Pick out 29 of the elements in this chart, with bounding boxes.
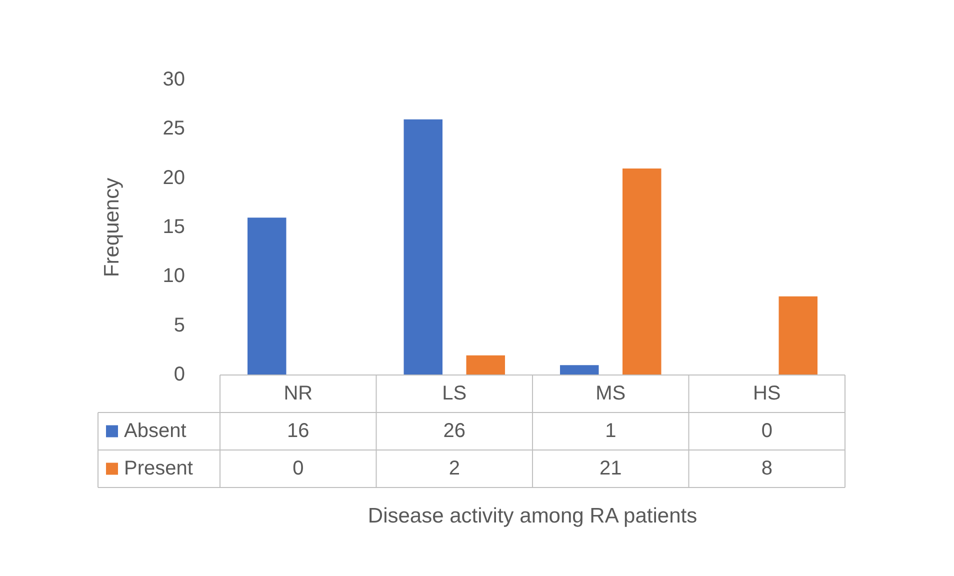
y-axis-title: Frequency [100, 177, 124, 278]
bar [560, 365, 599, 375]
bar [466, 355, 505, 375]
x-tick-label: HS [752, 382, 781, 404]
y-tick-label: 10 [162, 265, 185, 288]
data-label: 16 [287, 420, 310, 442]
data-label: 0 [292, 457, 304, 480]
x-tick-label: LS [442, 382, 467, 404]
y-tick-label: 15 [162, 216, 185, 238]
bar [404, 119, 442, 375]
legend-label: Present [124, 457, 194, 480]
data-label: 2 [448, 457, 460, 480]
data-label: 26 [443, 420, 466, 442]
data-label: 1 [605, 420, 616, 442]
y-tick-label: 30 [162, 68, 185, 91]
x-axis-title: Disease activity among RA patients [368, 504, 698, 528]
bar [778, 296, 818, 375]
legend-label: Absent [124, 420, 187, 442]
bar [248, 218, 286, 375]
data-label: 0 [761, 420, 772, 442]
x-tick-label: MS [596, 382, 626, 404]
x-tick-label: NR [284, 382, 313, 404]
y-tick-label: 25 [162, 118, 185, 140]
bar [622, 168, 662, 375]
data-label: 8 [761, 457, 772, 480]
y-tick-label: 0 [174, 364, 185, 386]
data-label: 21 [600, 457, 622, 480]
y-tick-label: 5 [174, 314, 185, 336]
y-tick-label: 20 [162, 166, 185, 189]
